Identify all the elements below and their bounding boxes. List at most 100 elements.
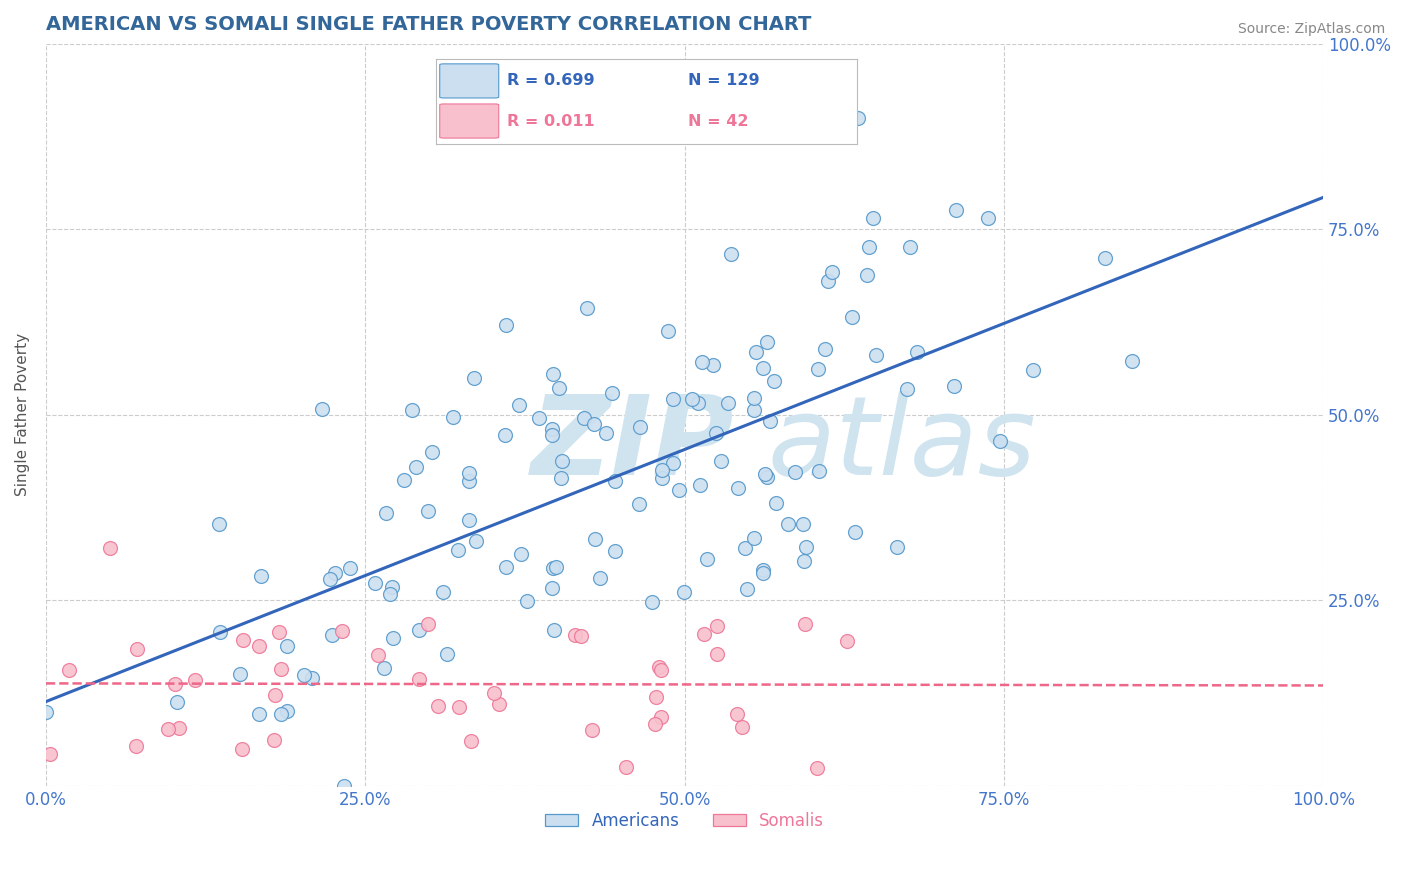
Point [463, 371, 485, 385]
Text: Source: ZipAtlas.com: Source: ZipAtlas.com [1237, 22, 1385, 37]
Point [841, 310, 863, 324]
Point [689, 478, 711, 492]
Point [603, 544, 626, 558]
Point [706, 647, 728, 661]
Point [650, 663, 672, 677]
Point [432, 584, 454, 599]
Point [727, 481, 749, 495]
Point [183, 673, 205, 688]
Point [544, 560, 567, 574]
Point [783, 466, 806, 480]
Point [495, 318, 517, 333]
Point [814, 342, 837, 356]
Point [408, 623, 430, 637]
Point [1094, 251, 1116, 265]
Point [657, 324, 679, 338]
Point [169, 722, 191, 736]
Point [793, 617, 815, 632]
Point [321, 628, 343, 642]
Point [742, 392, 765, 406]
Point [794, 540, 817, 554]
Point [576, 301, 599, 315]
Point [720, 247, 742, 261]
Point [752, 566, 775, 581]
Point [651, 463, 673, 477]
Point [756, 470, 779, 484]
Point [420, 445, 443, 459]
Point [247, 639, 270, 653]
Point [821, 264, 844, 278]
Point [807, 362, 830, 376]
Point [662, 392, 685, 407]
Point [540, 421, 562, 435]
Point [744, 531, 766, 545]
Point [495, 560, 517, 574]
Point [844, 524, 866, 539]
Point [735, 582, 758, 597]
Point [394, 473, 416, 487]
Point [208, 625, 231, 640]
Point [319, 573, 342, 587]
Point [231, 742, 253, 756]
Point [855, 268, 877, 283]
Point [405, 459, 427, 474]
Point [58, 663, 80, 677]
Point [628, 420, 651, 434]
Point [817, 274, 839, 288]
Point [458, 475, 481, 489]
Point [744, 403, 766, 417]
Point [1022, 363, 1045, 377]
Point [460, 734, 482, 748]
Point [905, 344, 928, 359]
Point [977, 211, 1000, 226]
Point [301, 671, 323, 685]
Point [232, 632, 254, 647]
Point [651, 471, 673, 485]
Point [686, 396, 709, 410]
Point [644, 717, 666, 731]
Point [564, 628, 586, 642]
Point [540, 428, 562, 442]
Point [264, 688, 287, 702]
Point [731, 720, 754, 734]
Point [127, 641, 149, 656]
Point [583, 417, 606, 431]
Text: atlas: atlas [768, 391, 1036, 498]
Point [332, 779, 354, 793]
Text: AMERICAN VS SOMALI SINGLE FATHER POVERTY CORRELATION CHART: AMERICAN VS SOMALI SINGLE FATHER POVERTY… [46, 15, 811, 34]
Point [574, 411, 596, 425]
Point [581, 723, 603, 737]
Point [443, 410, 465, 425]
Point [945, 202, 967, 217]
Point [725, 707, 748, 722]
Point [367, 648, 389, 662]
Point [426, 699, 449, 714]
Point [381, 580, 404, 594]
Point [515, 594, 537, 608]
Point [263, 732, 285, 747]
Point [465, 533, 488, 548]
Point [163, 676, 186, 690]
Point [547, 380, 569, 394]
Point [249, 569, 271, 583]
Point [662, 456, 685, 470]
Point [645, 690, 668, 705]
Point [416, 616, 439, 631]
Point [806, 761, 828, 775]
Point [166, 695, 188, 709]
Point [408, 672, 430, 686]
Point [541, 367, 564, 381]
Point [98, 541, 121, 556]
Point [157, 722, 180, 736]
Point [943, 378, 966, 392]
Point [793, 554, 815, 568]
Point [702, 358, 724, 372]
Point [270, 707, 292, 722]
Point [690, 355, 713, 369]
Point [416, 504, 439, 518]
Point [541, 581, 564, 595]
Point [35, 705, 58, 719]
Point [673, 584, 696, 599]
Point [381, 631, 404, 645]
Point [583, 532, 606, 546]
